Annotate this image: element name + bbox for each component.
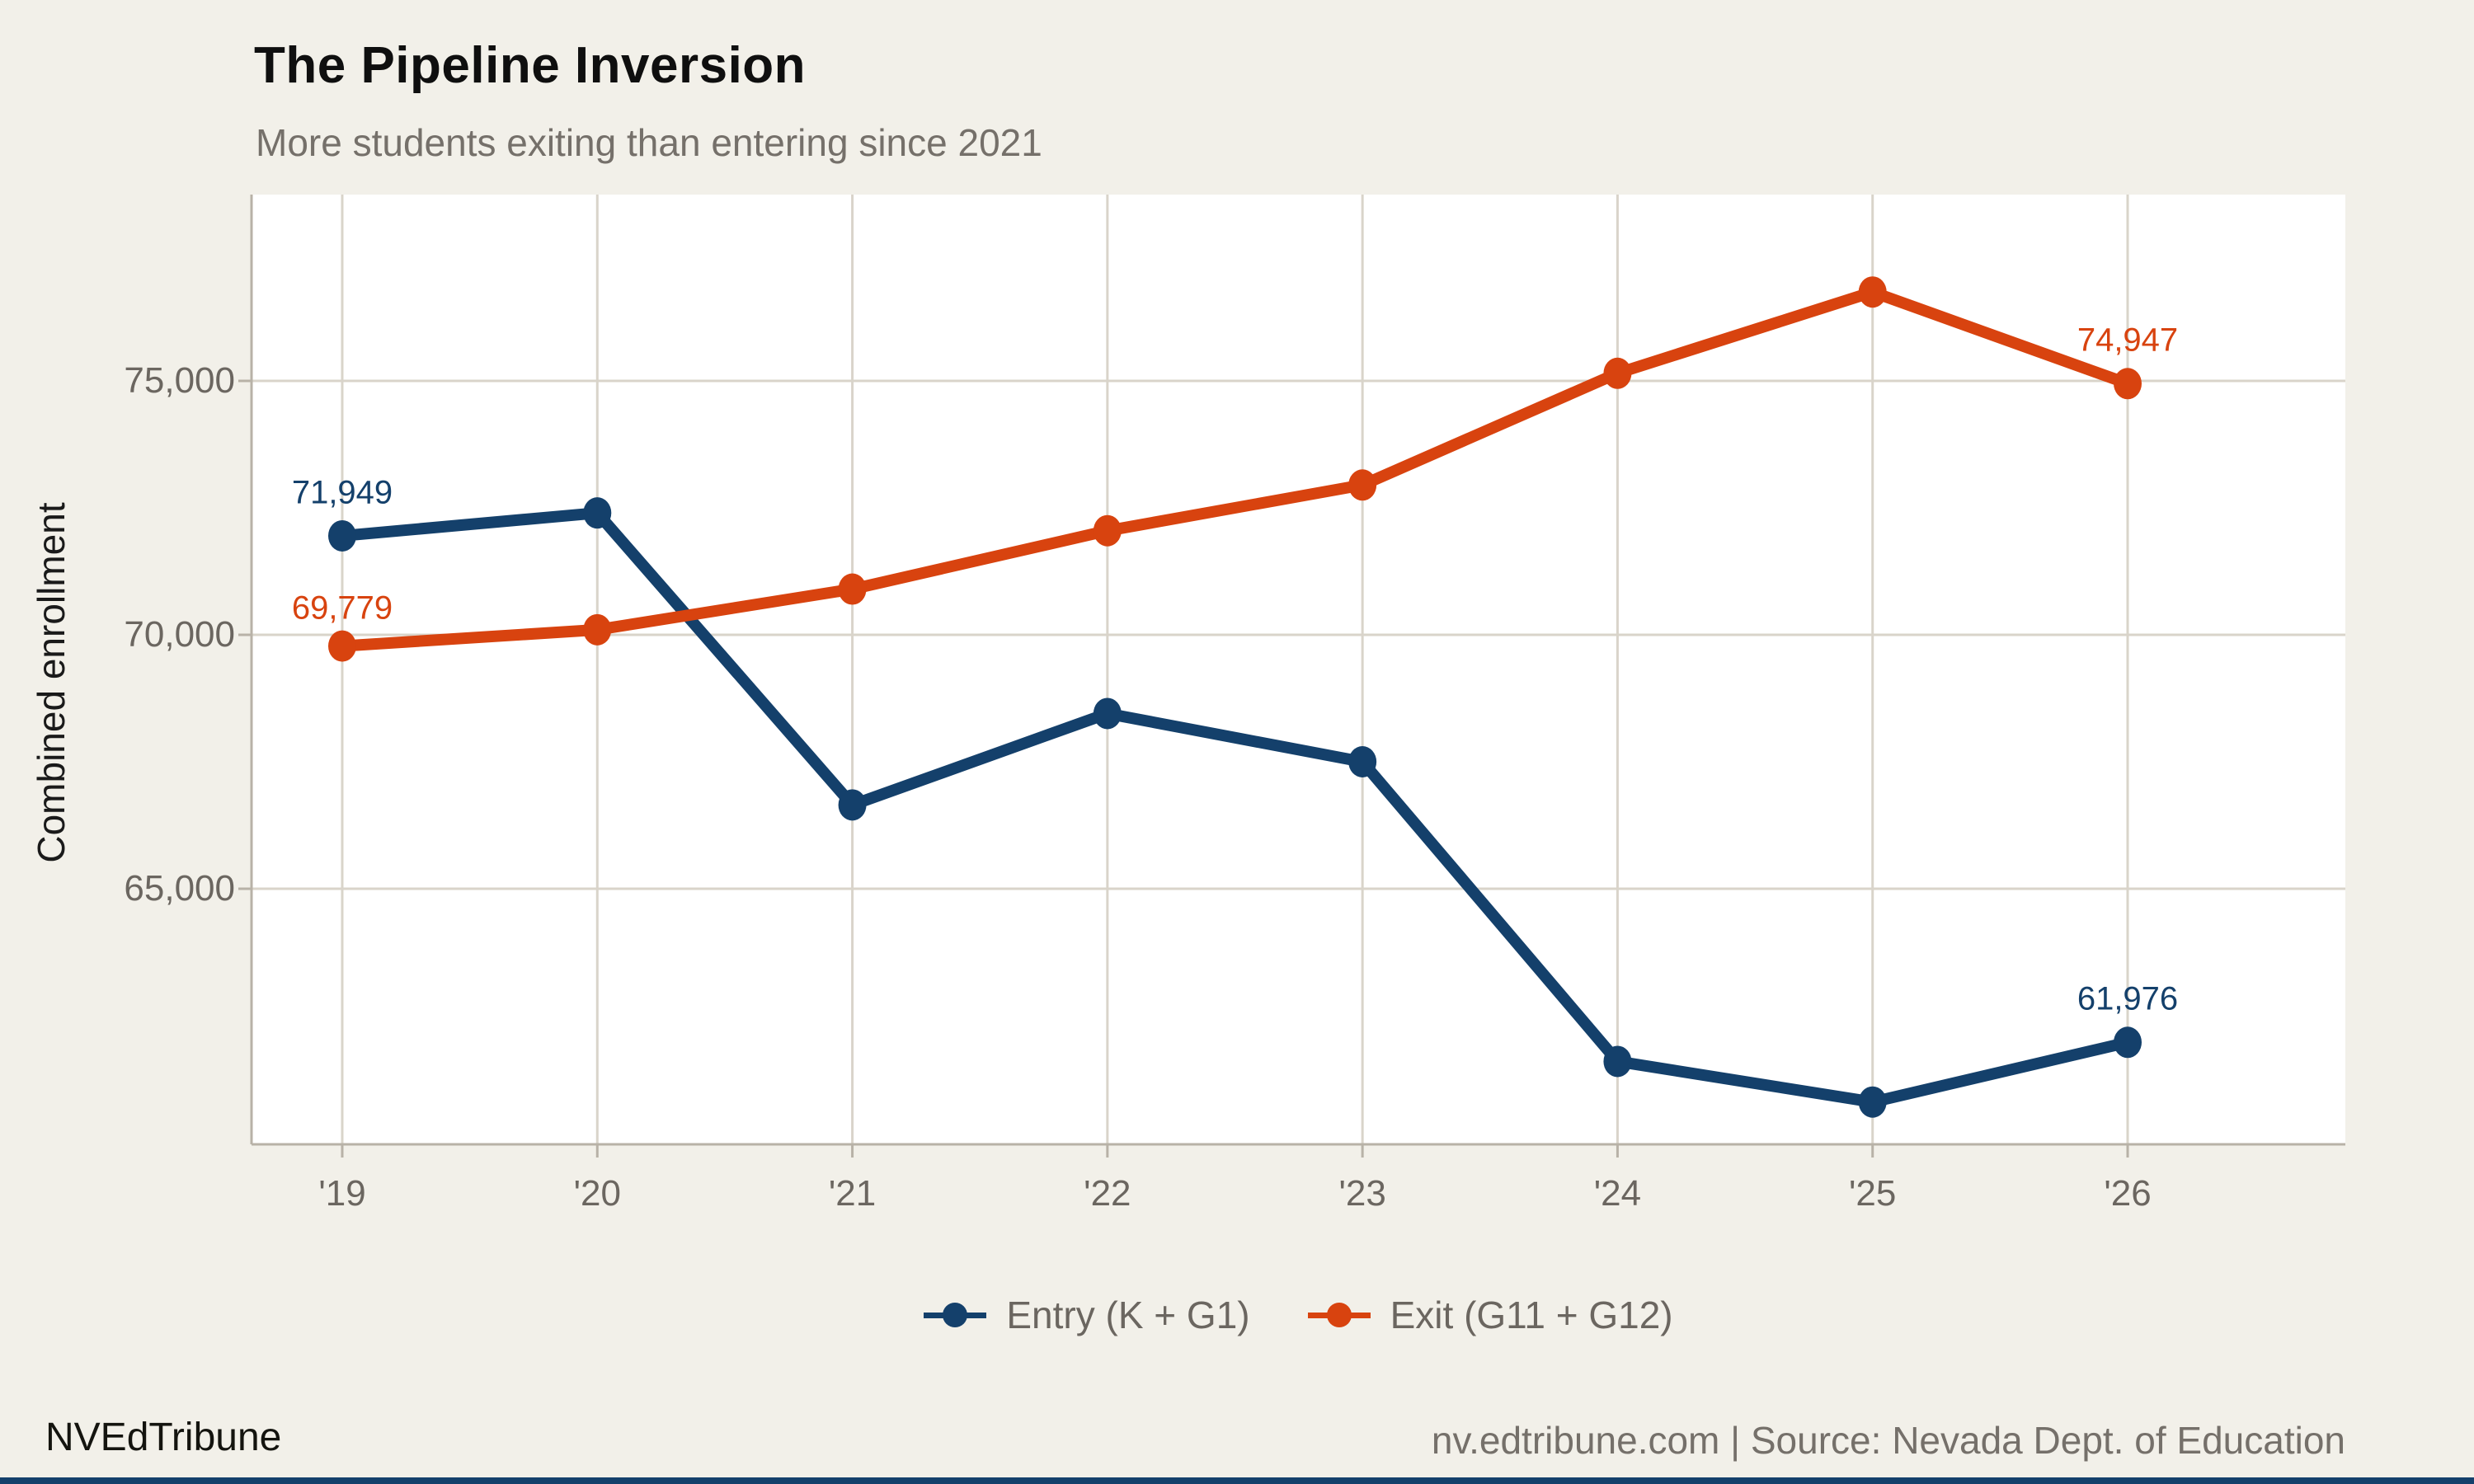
plot-area: [252, 195, 2345, 1144]
x-tick-label: '19: [318, 1173, 366, 1214]
y-tick-label: 70,000: [124, 614, 235, 655]
y-axis-title: Combined enrollment: [30, 502, 73, 863]
data-point-exit: [2114, 368, 2142, 400]
data-point-entry: [838, 789, 867, 821]
chart-legend: Entry (K + G1) Exit (G11 + G12): [252, 1293, 2345, 1337]
data-point-entry: [583, 497, 612, 529]
axis-lines: [250, 195, 2345, 1146]
data-point-exit: [328, 630, 356, 662]
x-tick-label: '26: [2104, 1173, 2152, 1214]
data-point-entry: [328, 519, 356, 552]
data-point-exit: [1603, 357, 1632, 389]
tick-marks: [238, 379, 2129, 1158]
bottom-accent-bar: [0, 1477, 2474, 1484]
data-series: [328, 276, 2142, 1118]
data-point-entry: [1348, 746, 1377, 777]
data-point-exit: [1093, 514, 1122, 547]
data-point-entry: [1858, 1086, 1887, 1118]
data-label-entry-first: 71,949: [291, 474, 393, 511]
data-point-exit: [1858, 276, 1887, 308]
y-tick-label: 65,000: [124, 868, 235, 909]
x-tick-label: '21: [828, 1173, 877, 1214]
exit-line-dot-icon: [1307, 1298, 1371, 1331]
data-point-entry: [1093, 697, 1122, 730]
data-point-entry: [2114, 1026, 2142, 1059]
y-tick-label: 75,000: [124, 360, 235, 401]
publisher-logo-text: NVEdTribune: [45, 1416, 282, 1459]
data-label-exit-last: 74,947: [2077, 322, 2179, 359]
legend-item-entry: Entry (K + G1): [924, 1293, 1250, 1337]
legend-label-exit: Exit (G11 + G12): [1390, 1294, 1673, 1336]
data-label-exit-first: 69,779: [291, 589, 393, 627]
entry-line-dot-icon: [924, 1298, 987, 1331]
data-point-exit: [838, 573, 867, 605]
source-attribution: nv.edtribune.com | Source: Nevada Dept. …: [1431, 1419, 2345, 1462]
series-line-exit: [336, 286, 2133, 652]
x-tick-label: '24: [1593, 1173, 1642, 1214]
data-label-entry-last: 61,976: [2077, 980, 2179, 1017]
x-tick-label: '25: [1849, 1173, 1897, 1214]
legend-label-entry: Entry (K + G1): [1006, 1294, 1250, 1336]
gridlines: [252, 195, 2345, 1144]
x-tick-label: '20: [573, 1173, 621, 1214]
chart-subtitle: More students exiting than entering sinc…: [256, 121, 1042, 164]
series-line-entry: [336, 507, 2133, 1108]
data-point-exit: [583, 613, 612, 646]
data-point-exit: [1348, 469, 1377, 501]
x-tick-label: '23: [1338, 1173, 1386, 1214]
x-tick-label: '22: [1084, 1173, 1131, 1214]
legend-item-exit: Exit (G11 + G12): [1307, 1293, 1673, 1337]
data-point-entry: [1603, 1045, 1632, 1078]
chart-title: The Pipeline Inversion: [254, 37, 807, 94]
